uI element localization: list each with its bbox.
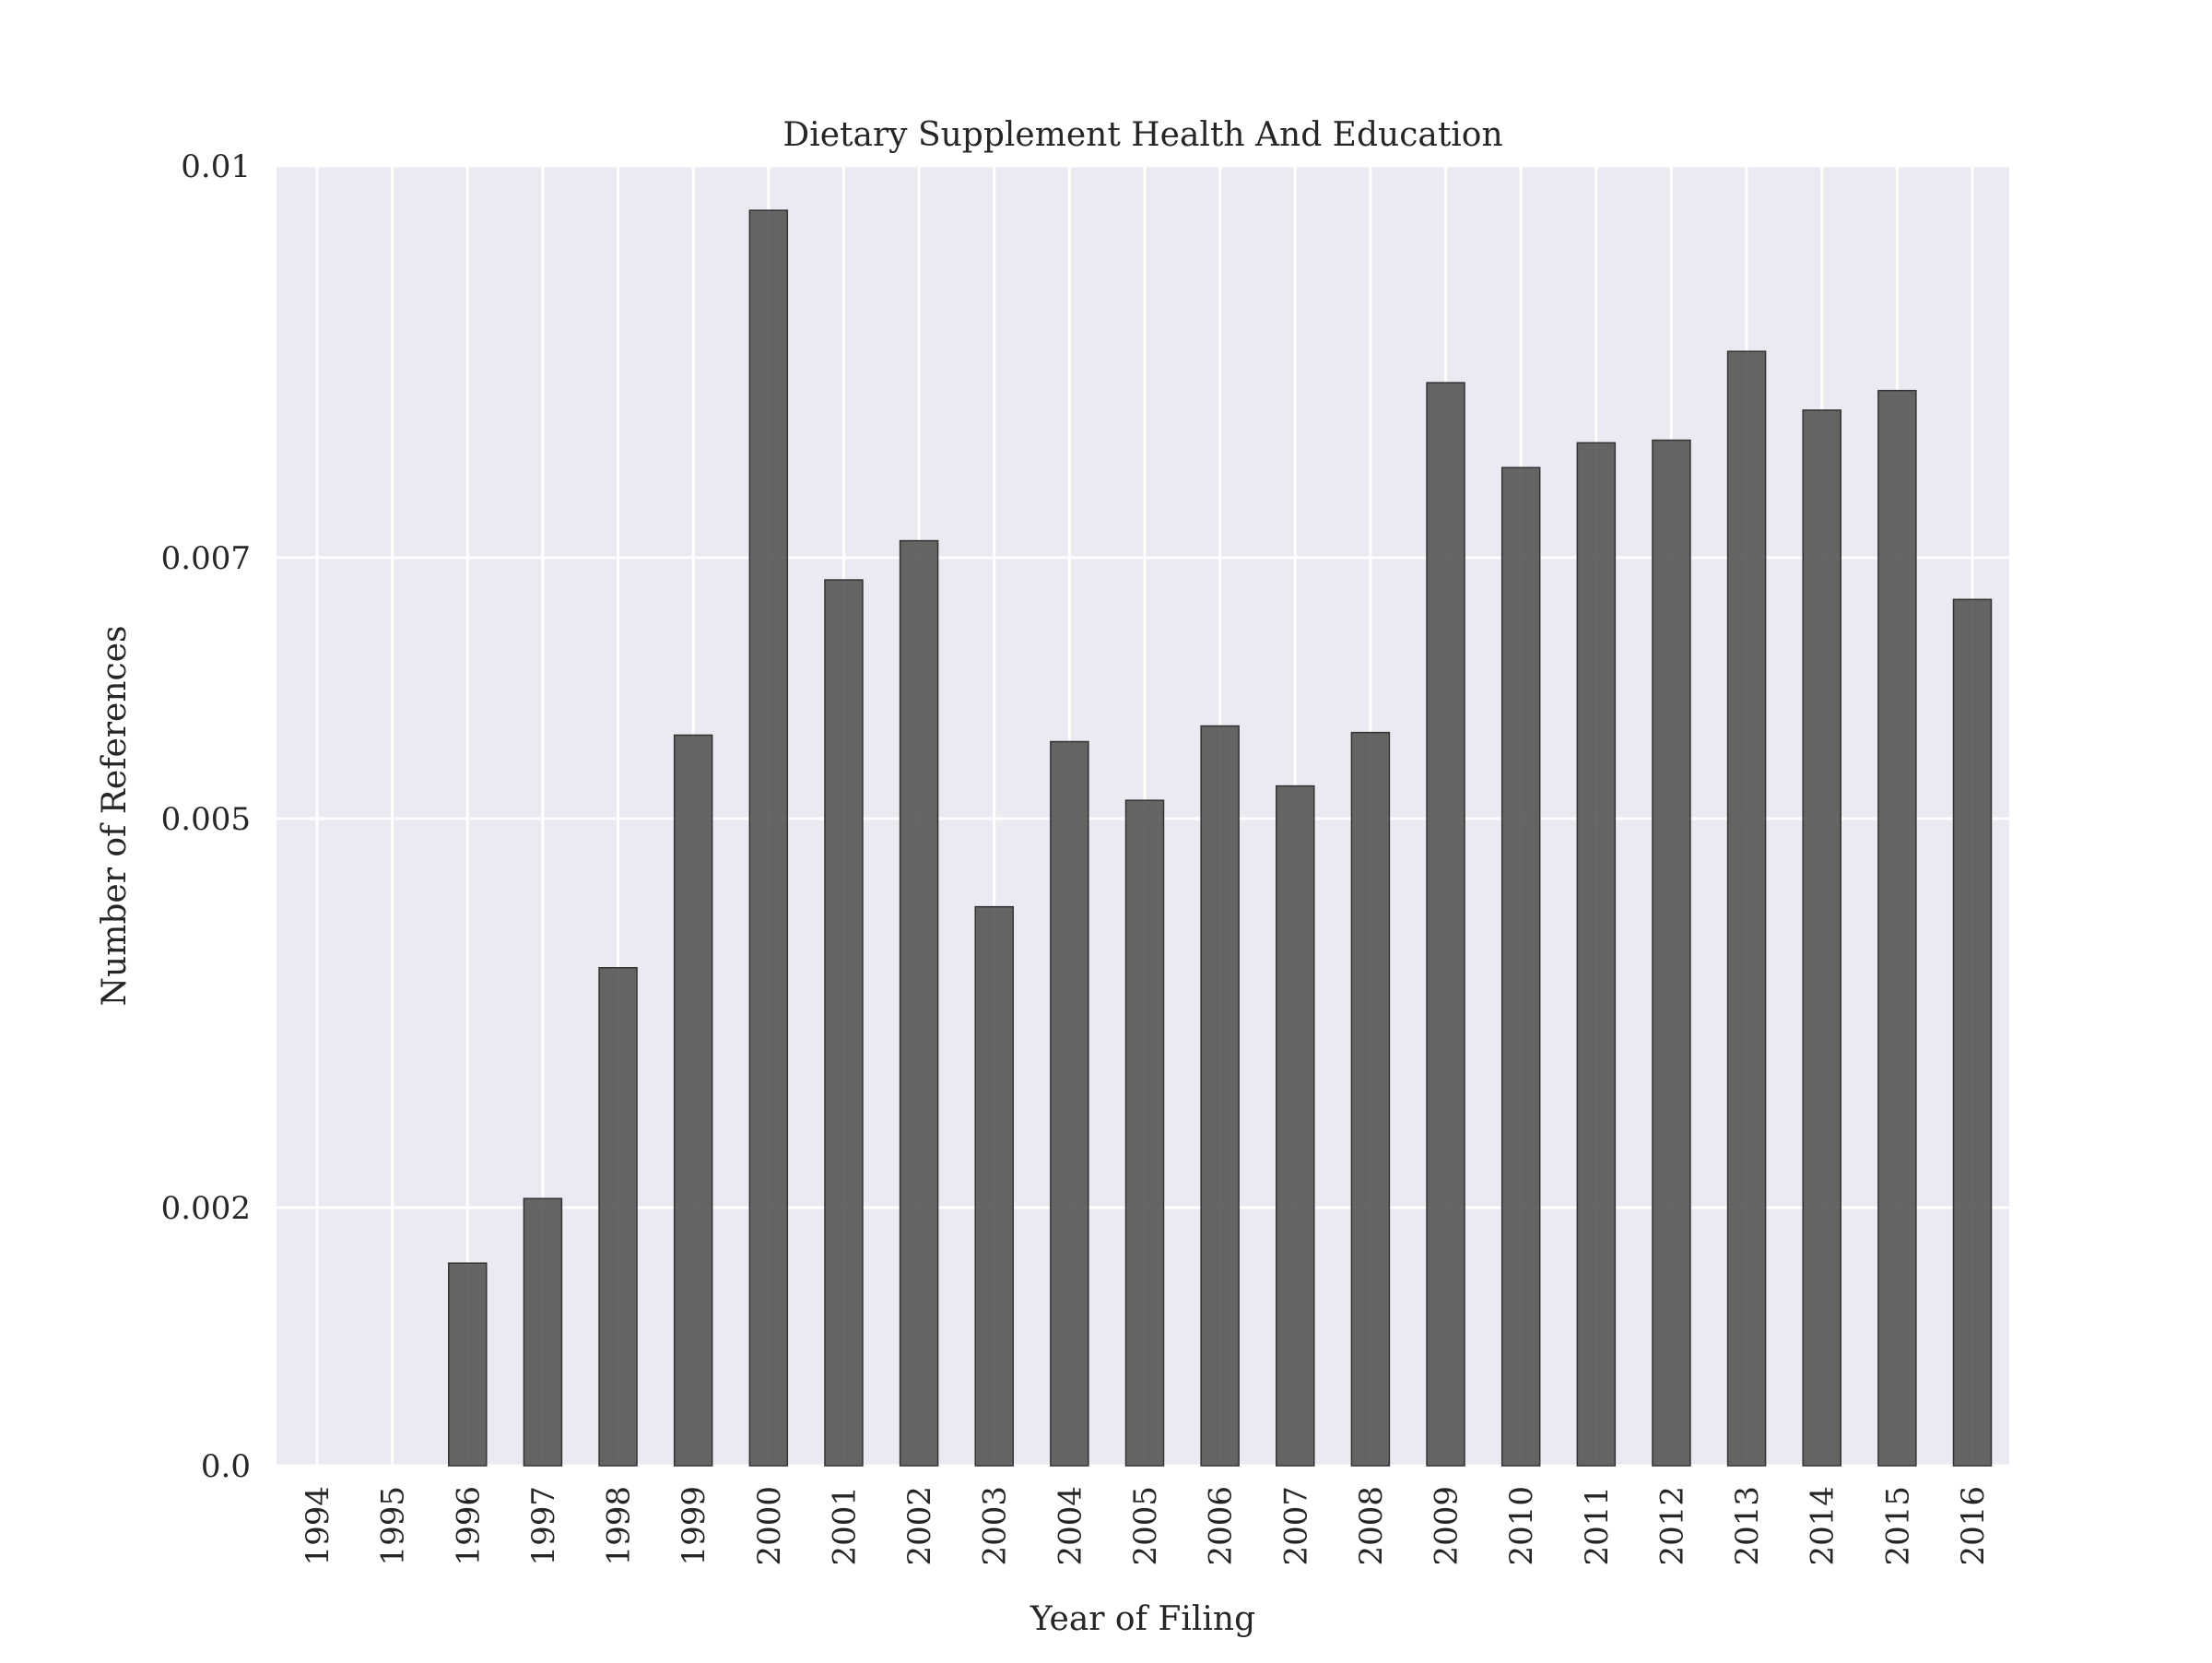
bar-2001 bbox=[824, 579, 864, 1467]
x-tick-labels: 1994 1995 1996 1997 1998 1999 2000 2001 2002 2003… bbox=[300, 1486, 1992, 1566]
bar-2008 bbox=[1350, 731, 1391, 1467]
x-tick-label: 1994 bbox=[300, 1486, 336, 1566]
x-tick-label: 2009 bbox=[1429, 1486, 1465, 1566]
x-tick-label: 2010 bbox=[1503, 1486, 1540, 1566]
x-tick-label: 2013 bbox=[1729, 1486, 1766, 1566]
x-tick-label: 2004 bbox=[1052, 1486, 1088, 1566]
bar-2004 bbox=[1050, 740, 1089, 1467]
x-tick-label: 2000 bbox=[751, 1486, 788, 1566]
y-tick-label: 0.007 bbox=[161, 540, 251, 577]
y-axis-label: Number of References bbox=[96, 626, 134, 1007]
bar-2010 bbox=[1500, 466, 1541, 1467]
bar-2000 bbox=[748, 209, 789, 1467]
bar-1999 bbox=[673, 734, 713, 1467]
bar-2011 bbox=[1576, 442, 1617, 1467]
x-tick-label: 2007 bbox=[1277, 1486, 1314, 1566]
x-tick-label: 2003 bbox=[977, 1486, 1014, 1566]
x-tick-label: 2015 bbox=[1879, 1486, 1916, 1566]
x-axis-label: Year of Filing bbox=[1030, 1600, 1255, 1638]
bar-2014 bbox=[1802, 409, 1841, 1467]
bar-1997 bbox=[523, 1197, 563, 1467]
bar-2003 bbox=[974, 905, 1014, 1467]
x-tick-label: 1997 bbox=[525, 1486, 562, 1566]
x-tick-label: 1998 bbox=[601, 1486, 638, 1566]
x-tick-label: 2008 bbox=[1353, 1486, 1390, 1566]
x-tick-label: 2011 bbox=[1579, 1486, 1616, 1566]
y-tick-label: 0.01 bbox=[181, 148, 251, 185]
x-tick-label: 1996 bbox=[450, 1486, 487, 1566]
x-tick-label: 1999 bbox=[676, 1486, 712, 1566]
x-tick-label: 1995 bbox=[375, 1486, 412, 1566]
x-tick-label: 2002 bbox=[901, 1486, 938, 1566]
bar-2007 bbox=[1276, 784, 1315, 1467]
chart-title: Dietary Supplement Health And Education bbox=[782, 116, 1502, 154]
bar-2012 bbox=[1652, 439, 1691, 1467]
x-tick-label: 2012 bbox=[1653, 1486, 1690, 1566]
x-tick-label: 2001 bbox=[826, 1486, 863, 1566]
x-tick-label: 2006 bbox=[1203, 1486, 1240, 1566]
y-tick-label: 0.002 bbox=[161, 1190, 251, 1227]
bar-2002 bbox=[899, 539, 939, 1467]
y-tick-labels: 0.0 0.002 0.005 0.007 0.01 bbox=[161, 148, 251, 1485]
bar-1998 bbox=[598, 967, 638, 1467]
y-tick-label: 0.005 bbox=[161, 801, 251, 838]
bars bbox=[448, 209, 1993, 1467]
bar-1996 bbox=[448, 1262, 488, 1467]
bar-2006 bbox=[1200, 725, 1240, 1467]
x-tick-label: 2014 bbox=[1805, 1486, 1841, 1566]
bar-2009 bbox=[1426, 382, 1465, 1467]
y-tick-label: 0.0 bbox=[201, 1448, 251, 1485]
bar-2005 bbox=[1124, 799, 1165, 1467]
bar-2015 bbox=[1877, 389, 1917, 1467]
x-tick-label: 2016 bbox=[1955, 1486, 1992, 1566]
bar-2013 bbox=[1726, 350, 1767, 1467]
bar-2016 bbox=[1952, 598, 1993, 1467]
x-tick-label: 2005 bbox=[1127, 1486, 1164, 1566]
